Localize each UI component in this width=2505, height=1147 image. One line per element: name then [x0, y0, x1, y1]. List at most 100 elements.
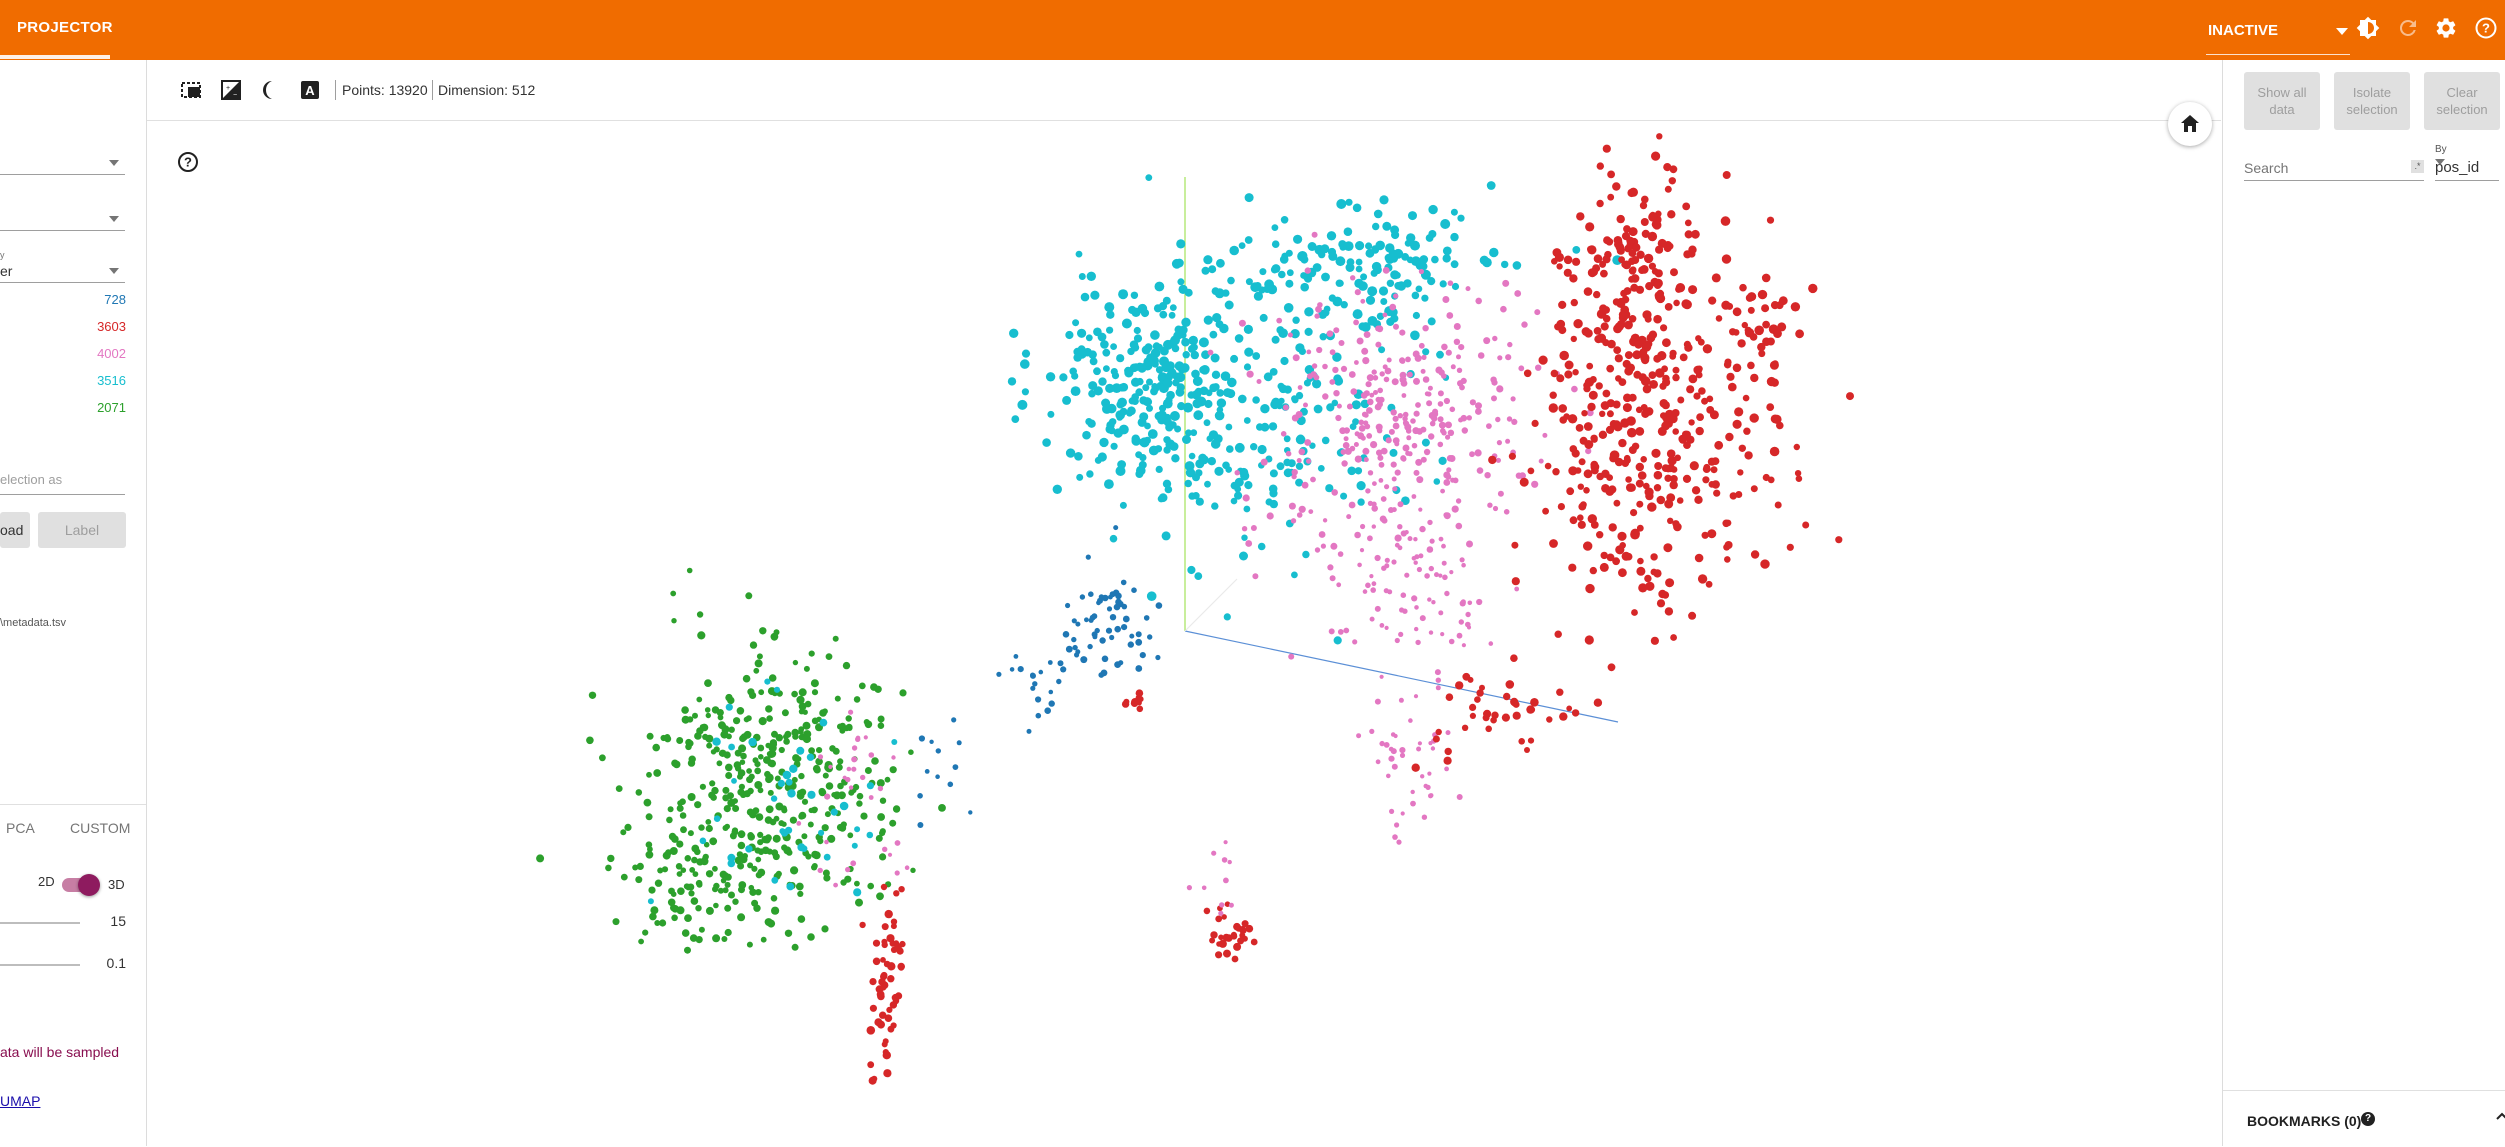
- point-red[interactable]: [1688, 611, 1697, 620]
- point-red[interactable]: [1616, 214, 1625, 224]
- point-pink[interactable]: [1571, 385, 1578, 393]
- point-red[interactable]: [1557, 503, 1565, 511]
- brightness-icon[interactable]: [2356, 16, 2380, 40]
- point-pink[interactable]: [1374, 403, 1382, 411]
- point-pink[interactable]: [1392, 422, 1400, 430]
- help-icon[interactable]: ?: [2361, 1112, 2375, 1126]
- point-pink[interactable]: [1510, 396, 1516, 402]
- point-red[interactable]: [1596, 333, 1607, 343]
- point-cyan[interactable]: [1244, 236, 1253, 244]
- point-cyan[interactable]: [1333, 374, 1342, 383]
- point-cyan[interactable]: [1244, 481, 1253, 490]
- point-pink[interactable]: [848, 709, 854, 715]
- point-blue[interactable]: [1044, 707, 1051, 714]
- point-red[interactable]: [1747, 361, 1755, 370]
- point-blue[interactable]: [917, 822, 924, 828]
- point-green[interactable]: [685, 743, 692, 751]
- point-green[interactable]: [698, 824, 705, 831]
- point-red[interactable]: [1215, 915, 1223, 923]
- point-red[interactable]: [1662, 378, 1671, 387]
- point-cyan[interactable]: [1226, 389, 1236, 399]
- point-red[interactable]: [1648, 371, 1657, 379]
- point-red[interactable]: [1670, 634, 1677, 641]
- point-cyan[interactable]: [1090, 290, 1100, 300]
- point-green[interactable]: [635, 876, 643, 884]
- point-blue[interactable]: [1101, 655, 1109, 663]
- point-green[interactable]: [720, 730, 729, 739]
- point-red[interactable]: [1691, 229, 1700, 239]
- point-red[interactable]: [1698, 387, 1706, 395]
- point-red[interactable]: [1135, 689, 1144, 697]
- point-pink[interactable]: [1406, 435, 1412, 441]
- point-pink[interactable]: [1477, 352, 1485, 359]
- point-cyan[interactable]: [1133, 334, 1143, 343]
- point-pink[interactable]: [1465, 611, 1471, 618]
- point-red[interactable]: [1664, 185, 1672, 193]
- point-red[interactable]: [1569, 516, 1578, 525]
- point-pink[interactable]: [1311, 363, 1318, 369]
- point-pink[interactable]: [1446, 455, 1454, 462]
- point-green[interactable]: [732, 798, 738, 804]
- point-green[interactable]: [736, 707, 745, 715]
- point-red[interactable]: [1490, 716, 1497, 724]
- point-cyan[interactable]: [1203, 255, 1213, 265]
- point-red[interactable]: [894, 943, 902, 951]
- point-pink[interactable]: [1469, 399, 1476, 406]
- point-cyan[interactable]: [1253, 291, 1263, 301]
- point-pink[interactable]: [1414, 605, 1419, 610]
- point-pink[interactable]: [1372, 481, 1377, 486]
- point-blue[interactable]: [1100, 669, 1108, 677]
- point-green[interactable]: [652, 743, 660, 752]
- point-cyan[interactable]: [1074, 452, 1083, 461]
- point-pink[interactable]: [891, 755, 896, 760]
- point-green[interactable]: [704, 679, 712, 687]
- point-pink[interactable]: [1394, 469, 1401, 476]
- point-cyan[interactable]: [1132, 363, 1140, 372]
- point-cyan[interactable]: [1269, 499, 1279, 509]
- point-green[interactable]: [751, 899, 759, 907]
- point-blue[interactable]: [1026, 728, 1032, 734]
- point-cyan[interactable]: [1271, 240, 1280, 248]
- point-cyan[interactable]: [1191, 390, 1202, 400]
- point-red[interactable]: [1623, 225, 1631, 233]
- point-cyan[interactable]: [1365, 295, 1376, 305]
- point-red[interactable]: [1461, 724, 1469, 731]
- point-pink[interactable]: [1474, 449, 1482, 457]
- point-cyan[interactable]: [731, 778, 737, 784]
- point-red[interactable]: [1773, 329, 1782, 338]
- point-pink[interactable]: [1449, 570, 1454, 575]
- point-cyan[interactable]: [1116, 354, 1125, 363]
- point-pink[interactable]: [1353, 442, 1359, 447]
- point-green[interactable]: [740, 733, 749, 741]
- point-red[interactable]: [1544, 462, 1552, 470]
- point-cyan[interactable]: [1154, 445, 1163, 453]
- point-cyan[interactable]: [1130, 291, 1139, 299]
- point-pink[interactable]: [1455, 522, 1463, 530]
- point-cyan[interactable]: [1234, 477, 1244, 487]
- point-blue[interactable]: [1038, 669, 1044, 675]
- point-cyan[interactable]: [1343, 241, 1354, 251]
- point-cyan[interactable]: [1169, 442, 1179, 451]
- point-green[interactable]: [858, 682, 866, 690]
- point-green[interactable]: [723, 751, 731, 759]
- point-cyan[interactable]: [1389, 448, 1398, 457]
- point-green[interactable]: [767, 789, 774, 796]
- point-cyan[interactable]: [1370, 269, 1378, 277]
- point-cyan[interactable]: [1109, 418, 1117, 426]
- point-red[interactable]: [1631, 442, 1640, 450]
- point-red[interactable]: [1661, 421, 1670, 431]
- point-green[interactable]: [737, 913, 746, 922]
- point-cyan[interactable]: [1170, 335, 1180, 346]
- point-cyan[interactable]: [1404, 239, 1412, 247]
- point-red[interactable]: [1651, 268, 1659, 275]
- point-green[interactable]: [669, 847, 678, 855]
- label-by-select[interactable]: [0, 208, 125, 231]
- point-cyan[interactable]: [1276, 462, 1285, 471]
- point-red[interactable]: [1724, 519, 1732, 527]
- point-pink[interactable]: [824, 793, 831, 800]
- point-blue[interactable]: [1065, 645, 1073, 653]
- point-green[interactable]: [690, 897, 699, 905]
- point-red[interactable]: [1600, 322, 1609, 331]
- point-red[interactable]: [1630, 283, 1639, 292]
- point-cyan[interactable]: [1145, 174, 1153, 181]
